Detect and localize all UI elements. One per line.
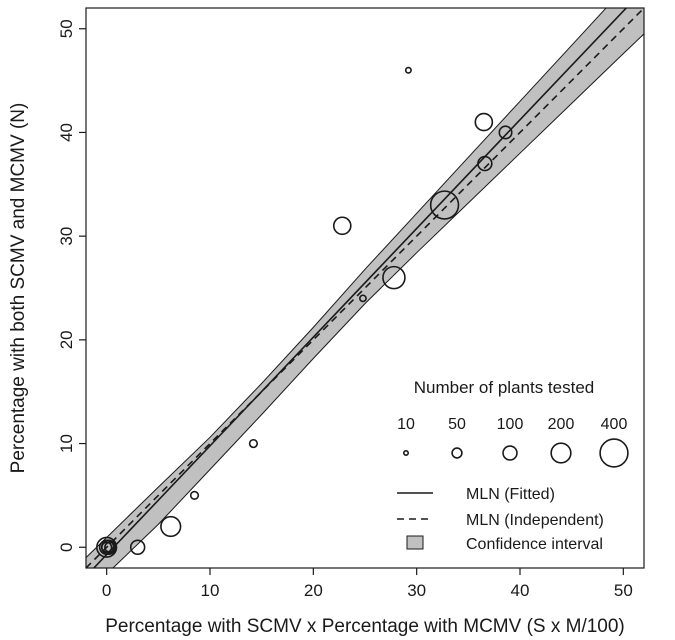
legend-size-label: 10	[397, 416, 415, 433]
data-point	[382, 265, 406, 290]
legend-entry-label: MLN (Fitted)	[466, 486, 555, 503]
data-point	[96, 536, 118, 558]
data-point	[104, 541, 116, 553]
data-point	[429, 190, 460, 220]
plot-frame	[85, 7, 645, 569]
x-tick-label: 30	[407, 581, 426, 600]
legend-size-label: 400	[601, 416, 628, 433]
legend-entry-label: MLN (Independent)	[466, 512, 604, 529]
data-point	[332, 216, 352, 236]
data-point	[129, 539, 146, 556]
y-tick-label: 10	[57, 434, 76, 453]
x-tick-label: 50	[614, 581, 633, 600]
legend-size-circle	[402, 449, 409, 456]
data-point	[404, 66, 412, 74]
legend: Number of plants tested 10 50 100 200 400 ML…	[397, 378, 629, 553]
legend-size-label: 50	[448, 416, 466, 433]
data-point	[248, 438, 259, 449]
fitted-line	[92, 8, 628, 568]
data-point	[477, 155, 493, 172]
legend-size-label: 100	[497, 416, 524, 433]
legend-size-label: 200	[548, 416, 575, 433]
data-point	[189, 490, 200, 501]
legend-title: Number of plants tested	[414, 378, 594, 397]
data-point	[160, 515, 182, 538]
y-tick-label: 0	[57, 543, 76, 552]
legend-size-circle	[502, 445, 518, 461]
y-tick-label: 30	[57, 227, 76, 246]
y-tick-label: 20	[57, 330, 76, 349]
x-tick-label: 0	[102, 581, 111, 600]
data-point	[359, 294, 367, 303]
legend-size-circle	[550, 442, 572, 464]
legend-ci-swatch	[406, 535, 424, 550]
x-tick-label: 10	[201, 581, 220, 600]
y-tick-label: 40	[57, 123, 76, 142]
y-tick-label: 50	[57, 19, 76, 38]
y-axis-title: Percentage with both SCMV and MCMV (N)	[8, 103, 29, 474]
legend-size-circle	[599, 438, 629, 468]
legend-size-circle	[451, 447, 463, 459]
x-axis-title: Percentage with SCMV x Percentage with M…	[105, 616, 625, 637]
x-tick-label: 20	[304, 581, 323, 600]
data-point	[474, 112, 494, 132]
legend-entry-label: Confidence interval	[466, 536, 603, 553]
x-tick-label: 40	[511, 581, 530, 600]
data-point	[498, 125, 513, 140]
data-point	[100, 539, 117, 556]
